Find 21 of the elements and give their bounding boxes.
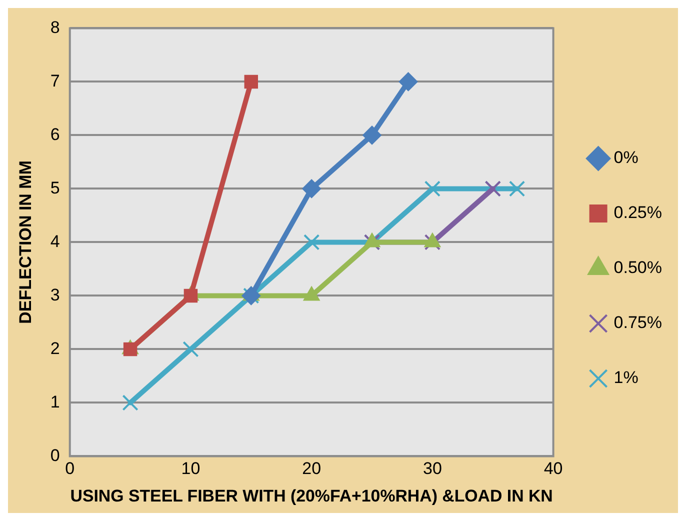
legend-label: 0.50% — [614, 258, 662, 278]
x-tick-label: 30 — [422, 459, 442, 478]
y-tick-label: 2 — [50, 338, 60, 358]
y-tick-label: 5 — [50, 178, 60, 198]
x-tick-label: 40 — [544, 459, 563, 478]
x-tick-label: 10 — [181, 459, 200, 478]
x-tick-label: 20 — [302, 459, 322, 478]
x-axis-title: USING STEEL FIBER WITH (20%FA+10%RHA) &LOAD IN KN — [70, 486, 553, 506]
y-tick-label: 0 — [50, 446, 60, 465]
y-tick-label: 8 — [50, 18, 60, 37]
legend-label: 0.75% — [614, 313, 662, 332]
y-axis-title: DEFLECTION IN MM — [16, 160, 35, 324]
y-tick-label: 4 — [50, 232, 60, 251]
y-tick-label: 6 — [50, 124, 60, 144]
x-tick-label: 0 — [65, 459, 75, 478]
y-tick-label: 1 — [50, 392, 60, 412]
legend-label: 1% — [614, 368, 638, 388]
y-tick-label: 3 — [50, 285, 60, 304]
legend-label: 0.25% — [614, 203, 662, 222]
legend-label: 0% — [614, 148, 638, 168]
y-tick-label: 7 — [50, 71, 60, 90]
